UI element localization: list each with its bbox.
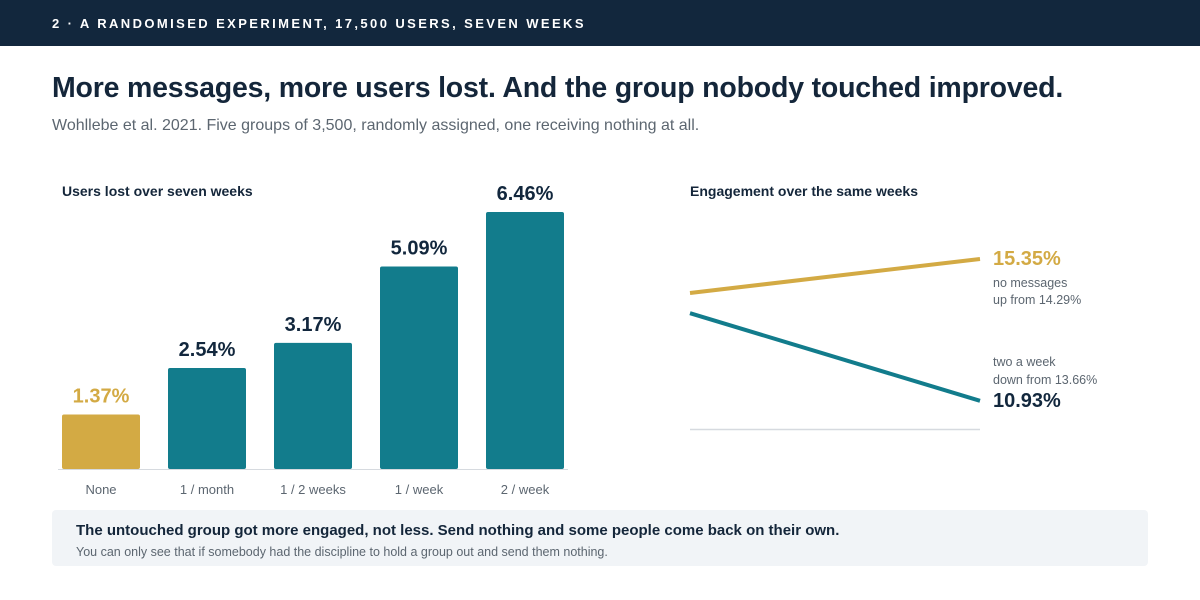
- bar-category-label-2: 1 / month: [180, 482, 234, 497]
- end-value-label-twice: 10.93%: [993, 390, 1061, 412]
- bar-4: [380, 266, 458, 469]
- end-value-label-none: 15.35%: [993, 248, 1061, 270]
- bar-5: [486, 212, 564, 469]
- series-note-none-2: up from 14.29%: [993, 293, 1081, 307]
- bar-value-label-3: 3.17%: [285, 314, 342, 336]
- bar-category-label-1: None: [85, 482, 116, 497]
- bar-value-label-5: 6.46%: [497, 183, 554, 205]
- section-kicker: 2 · A RANDOMISED EXPERIMENT, 17,500 USER…: [52, 16, 586, 31]
- line-chart-title: Engagement over the same weeks: [690, 183, 918, 199]
- bar-category-label-4: 1 / week: [395, 482, 444, 497]
- bar-3: [274, 342, 352, 469]
- series-note-twice-2: down from 13.66%: [993, 373, 1097, 387]
- bar-value-label-2: 2.54%: [179, 339, 236, 361]
- page-subtitle: Wohllebe et al. 2021. Five groups of 3,5…: [52, 117, 700, 134]
- bar-category-label-5: 2 / week: [501, 482, 550, 497]
- engagement-line-none: [689, 257, 981, 295]
- callout-note: You can only see that if somebody had th…: [76, 545, 608, 559]
- bar-chart-title: Users lost over seven weeks: [62, 183, 253, 199]
- page-title: More messages, more users lost. And the …: [52, 72, 1064, 104]
- callout-headline: The untouched group got more engaged, no…: [76, 522, 840, 539]
- bar-category-label-3: 1 / 2 weeks: [280, 482, 346, 497]
- bar-2: [168, 367, 246, 469]
- series-note-none-1: no messages: [993, 276, 1067, 290]
- bar-value-label-4: 5.09%: [391, 238, 448, 260]
- engagement-line-twice: [689, 311, 981, 403]
- top-bar: 2 · A RANDOMISED EXPERIMENT, 17,500 USER…: [0, 0, 1200, 46]
- series-note-twice-1: two a week: [993, 355, 1056, 369]
- callout-box: The untouched group got more engaged, no…: [52, 510, 1148, 566]
- bar-1: [62, 414, 140, 469]
- bar-value-label-1: 1.37%: [73, 385, 130, 407]
